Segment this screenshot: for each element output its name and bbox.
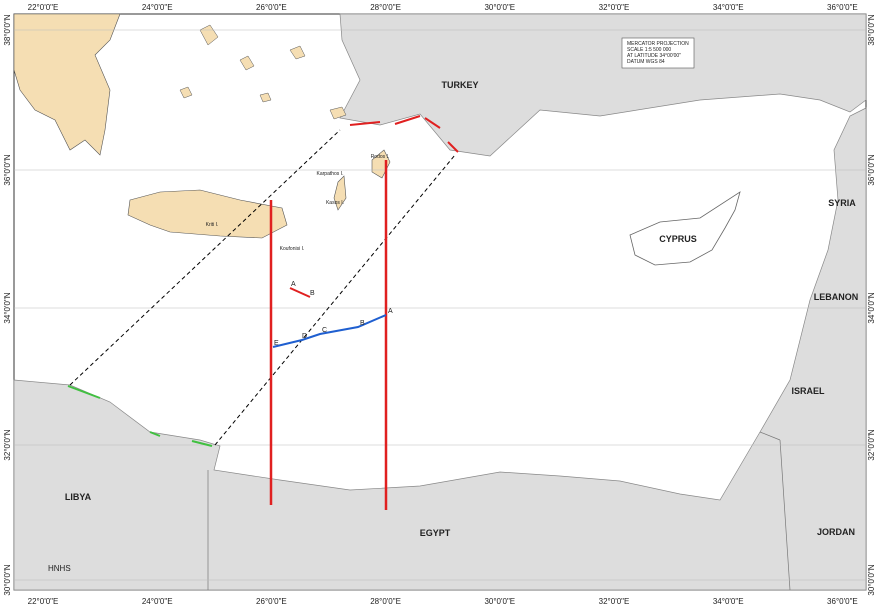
legend-box [621,37,695,69]
latitude-label: 32°0'0"N [867,429,876,460]
point-label: D [302,333,307,340]
crete [127,189,288,239]
longitude-label: 26°0'0"E [256,3,287,12]
latitude-label: 38°0'0"N [3,14,12,45]
turkey [339,13,867,157]
dashed-line [69,129,341,386]
country-label: TURKEY [441,80,478,90]
africa-levant [13,107,867,591]
latitude-label: 36°0'0"N [867,154,876,185]
point-label: E [274,340,279,347]
source-label: HNHS [48,564,71,573]
longitude-label: 22°0'0"E [28,3,59,12]
borders [207,431,791,591]
longitude-label: 32°0'0"E [599,3,630,12]
cyprus [629,191,741,266]
island-label: Rodos I. [371,154,390,160]
latitude-label: 32°0'0"N [3,429,12,460]
karpathos [333,175,347,211]
country-label: SYRIA [828,198,856,208]
grid [14,29,866,581]
coast-segment [67,385,213,447]
point-label: C [322,327,327,334]
country-label: CYPRUS [659,234,697,244]
longitude-label: 26°0'0"E [256,597,287,606]
latitude-label: 30°0'0"N [3,564,12,595]
country-label: LEBANON [814,292,859,302]
legend-text: DATUM WGS 84 [627,59,665,65]
island-label: Kasos I. [326,200,344,206]
land [13,13,867,591]
point-label: A [291,281,296,288]
coast-segment [349,115,459,153]
longitude-label: 28°0'0"E [370,3,401,12]
longitude-label: 36°0'0"E [827,3,858,12]
longitude-label: 34°0'0"E [713,597,744,606]
greece [13,13,121,156]
country-label: LIBYA [65,492,92,502]
latitude-label: 30°0'0"N [867,564,876,595]
longitude-label: 30°0'0"E [484,597,515,606]
island-label: Karpathos I. [317,171,344,177]
point-label: B [360,320,365,327]
point-label: B [310,290,315,297]
legend-text: AT LATITUDE 34°00'00" [627,53,681,59]
country-label: JORDAN [817,527,855,537]
legend-text: SCALE 1:5 500 000 [627,47,671,53]
longitude-label: 30°0'0"E [484,3,515,12]
labels: 22°0'0"E 22°0'0"E 24°0'0"E 24°0'0"E 26°0'0"E… [3,3,876,606]
small-line [289,287,311,298]
longitude-label: 24°0'0"E [142,3,173,12]
point-label: A [388,308,393,315]
island-label: Koufonisi I. [280,246,305,252]
latitude-label: 36°0'0"N [3,154,12,185]
longitude-label: 36°0'0"E [827,597,858,606]
latitude-label: 34°0'0"N [3,292,12,323]
longitude-label: 28°0'0"E [370,597,401,606]
latitude-label: 38°0'0"N [867,14,876,45]
country-label: EGYPT [420,528,451,538]
boundary-line [272,314,387,348]
aegean-islands [179,24,347,120]
latitude-label: 34°0'0"N [867,292,876,323]
country-label: ISRAEL [791,386,825,396]
legend-text: MERCATOR PROJECTION [627,41,689,47]
island-label: Kriti I. [206,222,219,228]
longitude-label: 34°0'0"E [713,3,744,12]
longitude-label: 24°0'0"E [142,597,173,606]
overlays [67,115,459,510]
longitude-label: 32°0'0"E [599,597,630,606]
longitude-label: 22°0'0"E [28,597,59,606]
